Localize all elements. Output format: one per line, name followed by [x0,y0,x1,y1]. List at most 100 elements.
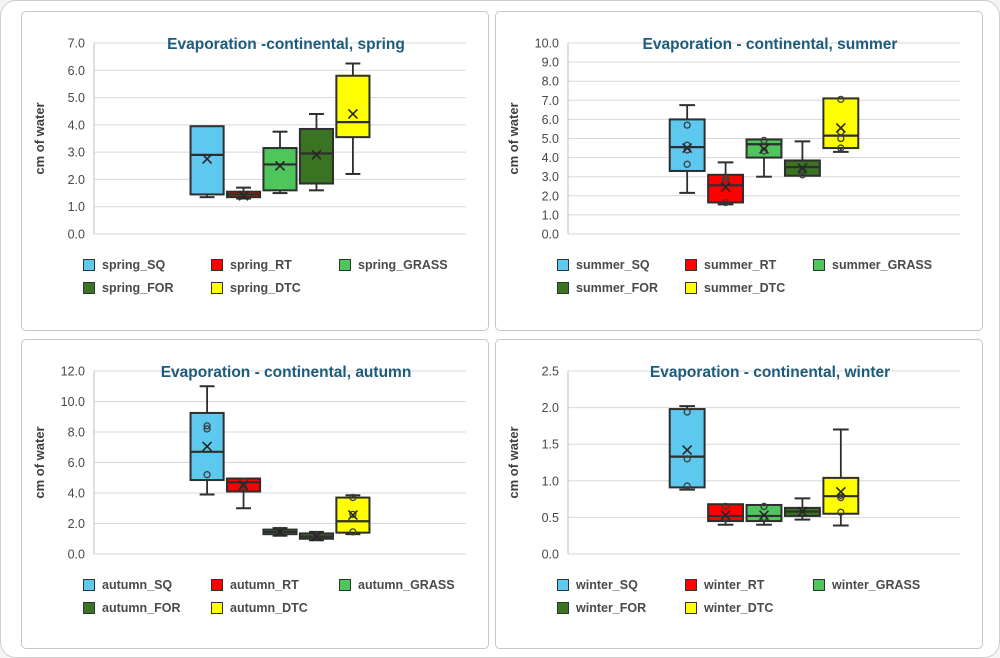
legend-label: summer_DTC [704,281,786,295]
y-tick-label: 6.0 [68,64,85,78]
box-plot-chart-summer: 0.0 1.0 2.0 3.0 4.0 5.0 6.0 7.0 8.0 9.0 10.0 cm of … [506,36,960,242]
legend-label: autumn_DTC [230,601,308,615]
legend-swatch-spring_GRASS [339,259,351,271]
legend-label: summer_GRASS [832,258,933,272]
legend-item-summer_GRASS: summer_GRASS [813,258,976,272]
chart-panel-autumn: 0.0 2.0 4.0 6.0 8.0 10.0 12.0 cm of water Evapor… [21,339,489,649]
y-tick-label: 2.5 [542,365,559,379]
legend-swatch-spring_DTC [211,282,223,294]
legend-item-autumn_FOR: autumn_FOR [83,601,211,615]
y-tick-label: 10.0 [535,37,559,51]
legend-label: spring_GRASS [358,258,448,272]
legend-swatch-winter_DTC [685,602,697,614]
y-tick-label: 4.0 [68,118,85,132]
y-axis-title: cm of water [506,102,521,174]
box-summer_RT [707,161,745,207]
box-spring_GRASS [262,130,298,195]
legend-label: summer_FOR [576,281,658,295]
legend-label: winter_SQ [576,578,638,592]
legend-label: winter_DTC [704,601,774,615]
legend-swatch-summer_DTC [685,282,697,294]
legend-item-autumn_GRASS: autumn_GRASS [339,578,482,592]
legend-item-spring_RT: spring_RT [211,258,339,272]
y-tick-label: 5.0 [542,132,559,146]
legend-label: autumn_RT [230,578,299,592]
legend-swatch-autumn_FOR [83,602,95,614]
y-tick-label: 1.5 [542,438,559,452]
legend-item-spring_DTC: spring_DTC [211,281,339,295]
y-tick-label: 4.0 [542,151,559,165]
y-tick-label: 8.0 [68,426,85,440]
legend-swatch-autumn_GRASS [339,579,351,591]
y-tick-label: 8.0 [542,75,559,89]
box-spring_SQ [189,125,225,199]
legend-item-winter_FOR: winter_FOR [557,601,685,615]
chart-title: Evaporation - continental, winter [650,364,890,381]
y-tick-label: 0.0 [542,548,559,562]
legend-swatch-winter_GRASS [813,579,825,591]
legend-item-winter_GRASS: winter_GRASS [813,578,976,592]
y-tick-label: 7.0 [68,37,85,51]
box-winter_SQ [668,405,706,491]
legend-label: summer_SQ [576,258,650,272]
legend-summer: summer_SQ summer_RT summer_GRASS summer_FOR… [557,258,976,295]
legend-swatch-summer_SQ [557,259,569,271]
box-summer_SQ [668,104,706,194]
box-autumn_FOR [298,530,335,542]
y-tick-label: 0.5 [542,511,559,525]
legend-swatch-summer_GRASS [813,259,825,271]
box-summer_DTC [822,95,860,153]
legend-item-autumn_RT: autumn_RT [211,578,339,592]
y-tick-label: 10.0 [61,395,85,409]
legend-label: autumn_SQ [102,578,173,592]
y-axis-title: cm of water [32,102,47,174]
legend-item-summer_RT: summer_RT [685,258,813,272]
box-summer_GRASS [745,136,783,178]
legend-swatch-winter_FOR [557,602,569,614]
chart-title: Evaporation - continental, autumn [161,364,412,381]
legend-label: autumn_GRASS [358,578,455,592]
legend-swatch-spring_FOR [83,282,95,294]
legend-swatch-winter_RT [685,579,697,591]
y-axis-title: cm of water [506,426,521,498]
y-tick-label: 2.0 [68,173,85,187]
y-tick-label: 1.0 [542,208,559,222]
legend-label: winter_GRASS [832,578,921,592]
legend-item-summer_FOR: summer_FOR [557,281,685,295]
box-summer_FOR [783,140,821,179]
chart-panel-spring: 0.0 1.0 2.0 3.0 4.0 5.0 6.0 7.0 cm of water Evapo… [21,11,489,331]
y-tick-label: 9.0 [542,56,559,70]
box-spring_RT [225,186,262,201]
legend-swatch-spring_RT [211,259,223,271]
legend-label: spring_DTC [230,281,301,295]
box-autumn_DTC [335,493,371,536]
chart-panel-summer: 0.0 1.0 2.0 3.0 4.0 5.0 6.0 7.0 8.0 9.0 10.0 cm of … [495,11,983,331]
legend-item-autumn_SQ: autumn_SQ [83,578,211,592]
box-autumn_RT [225,477,262,510]
y-tick-label: 4.0 [68,487,85,501]
box-winter_RT [707,502,745,526]
y-tick-label: 1.0 [68,200,85,214]
y-tick-label: 7.0 [542,94,559,108]
y-tick-label: 3.0 [542,170,559,184]
box-winter_FOR [783,497,821,521]
legend-label: summer_RT [704,258,777,272]
legend-autumn: autumn_SQ autumn_RT autumn_GRASS autumn_FOR… [83,578,482,615]
legend-item-autumn_DTC: autumn_DTC [211,601,339,615]
y-tick-label: 2.0 [68,517,85,531]
box-winter_DTC [822,428,860,527]
legend-label: winter_FOR [576,601,647,615]
box-spring_DTC [335,62,371,175]
box-plot-chart-autumn: 0.0 2.0 4.0 6.0 8.0 10.0 12.0 cm of water Evapor… [32,364,466,562]
y-tick-label: 2.0 [542,189,559,203]
y-tick-label: 3.0 [68,146,85,160]
legend-label: autumn_FOR [102,601,181,615]
legend-winter: winter_SQ winter_RT winter_GRASS winter_FOR… [557,578,976,615]
legend-swatch-winter_SQ [557,579,569,591]
y-tick-label: 0.0 [68,548,85,562]
legend-item-winter_DTC: winter_DTC [685,601,813,615]
box-autumn_SQ [189,385,225,496]
legend-label: spring_FOR [102,281,174,295]
legend-swatch-summer_RT [685,259,697,271]
